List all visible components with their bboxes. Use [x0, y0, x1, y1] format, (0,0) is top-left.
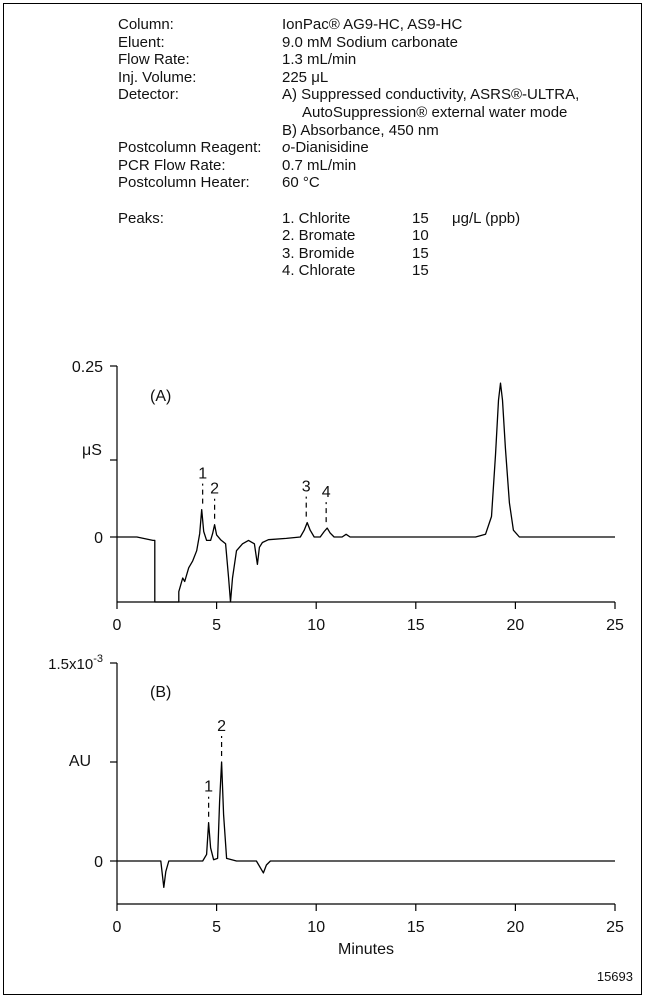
peak-name: 4. Chlorate — [282, 262, 356, 280]
peak-conc: 10 — [412, 227, 429, 245]
peak-name: 2. Bromate — [282, 227, 356, 245]
condition-row: B) Absorbance, 450 nm — [118, 122, 579, 140]
peak-row: 2. Bromate 10 — [118, 227, 579, 245]
condition-value: o-Dianisidine — [282, 139, 579, 157]
figure-code: 15693 — [596, 969, 633, 984]
condition-value: 60 °C — [282, 174, 320, 192]
reagent-name: -Dianisidine — [290, 139, 369, 157]
peak-conc: 15 — [412, 209, 429, 227]
condition-value: 0.7 mL/min — [282, 156, 357, 174]
figure-frame — [3, 3, 642, 995]
peak-row: 3. Bromide 15 — [118, 245, 579, 263]
peak-name: 1. Chlorite — [282, 209, 351, 227]
peak-row: Peaks: 1. Chlorite 15 μg/L (ppb) — [118, 210, 579, 228]
condition-value: 1.3 mL/min — [282, 51, 357, 69]
condition-label: Postcolumn Reagent: — [118, 139, 262, 157]
peak-name: 3. Bromide — [282, 244, 355, 262]
reagent-prefix: o — [282, 139, 291, 157]
condition-value: 225 μL — [282, 68, 329, 86]
condition-row: Column: IonPac® AG9-HC, AS9-HC — [118, 16, 579, 34]
condition-value: AutoSuppression® external water mode — [282, 103, 568, 121]
condition-row: Inj. Volume: 225 μL — [118, 69, 579, 87]
condition-value: B) Absorbance, 450 nm — [282, 121, 439, 139]
condition-label: Postcolumn Heater: — [118, 174, 250, 192]
condition-row: AutoSuppression® external water mode — [118, 104, 579, 122]
condition-value: A) Suppressed conductivity, ASRS®-ULTRA, — [282, 86, 580, 104]
condition-label — [118, 122, 282, 140]
condition-value: 9.0 mM Sodium carbonate — [282, 33, 458, 51]
condition-label — [118, 104, 282, 122]
condition-label: Eluent: — [118, 33, 165, 51]
conditions-block: Column: IonPac® AG9-HC, AS9-HC Eluent: 9… — [118, 16, 579, 280]
condition-label: Flow Rate: — [118, 51, 190, 69]
peak-unit: μg/L (ppb) — [452, 209, 521, 227]
condition-row: Eluent: 9.0 mM Sodium carbonate — [118, 34, 579, 52]
peak-row: 4. Chlorate 15 — [118, 262, 579, 280]
peak-conc: 15 — [412, 262, 429, 280]
condition-row: Postcolumn Reagent: o-Dianisidine — [118, 139, 579, 157]
peak-conc: 15 — [412, 244, 429, 262]
condition-row: PCR Flow Rate: 0.7 mL/min — [118, 157, 579, 175]
condition-label: Column: — [118, 16, 174, 33]
peaks-label: Peaks: — [118, 209, 164, 227]
condition-label: Detector: — [118, 86, 179, 104]
condition-label: PCR Flow Rate: — [118, 156, 226, 174]
condition-row: Postcolumn Heater: 60 °C — [118, 174, 579, 192]
condition-value: IonPac® AG9-HC, AS9-HC — [282, 16, 463, 33]
condition-row: Detector: A) Suppressed conductivity, AS… — [118, 86, 579, 104]
condition-label: Inj. Volume: — [118, 68, 197, 86]
condition-row: Flow Rate: 1.3 mL/min — [118, 51, 579, 69]
